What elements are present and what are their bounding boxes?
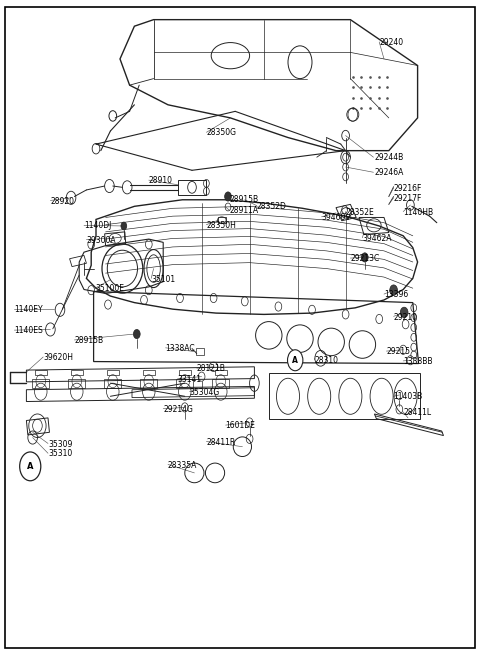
Text: 39620H: 39620H bbox=[43, 353, 73, 362]
Text: 1140EY: 1140EY bbox=[14, 305, 43, 314]
Text: 29217F: 29217F bbox=[394, 194, 422, 203]
Text: 28335A: 28335A bbox=[168, 460, 197, 470]
Text: 29213C: 29213C bbox=[350, 254, 380, 263]
Text: 29215: 29215 bbox=[386, 347, 410, 356]
Text: 29214G: 29214G bbox=[163, 405, 193, 414]
Circle shape bbox=[121, 222, 127, 230]
Text: 29216F: 29216F bbox=[394, 184, 422, 193]
Circle shape bbox=[225, 192, 231, 201]
Text: 11403B: 11403B bbox=[394, 392, 423, 402]
Circle shape bbox=[288, 350, 303, 371]
Circle shape bbox=[400, 307, 408, 318]
Text: 28915B: 28915B bbox=[74, 336, 104, 345]
Text: 28911A: 28911A bbox=[229, 206, 259, 215]
Text: 1601DE: 1601DE bbox=[226, 421, 255, 430]
Text: 29246A: 29246A bbox=[374, 168, 404, 177]
Text: 35304G: 35304G bbox=[190, 388, 220, 397]
Text: 28910: 28910 bbox=[149, 176, 173, 185]
Text: 29240: 29240 bbox=[379, 38, 403, 47]
Text: 28352D: 28352D bbox=[257, 202, 287, 211]
Circle shape bbox=[390, 285, 397, 295]
Circle shape bbox=[133, 329, 140, 339]
Circle shape bbox=[361, 253, 368, 262]
Text: 28350G: 28350G bbox=[206, 128, 236, 137]
Text: 13396: 13396 bbox=[384, 290, 408, 299]
Text: 1140ES: 1140ES bbox=[14, 326, 43, 335]
Text: 29210: 29210 bbox=[394, 312, 418, 322]
Text: 1140DJ: 1140DJ bbox=[84, 221, 111, 231]
Text: 28352E: 28352E bbox=[346, 208, 374, 217]
Text: A: A bbox=[27, 462, 34, 471]
Text: 35101: 35101 bbox=[151, 274, 175, 284]
Text: 1338AC: 1338AC bbox=[166, 344, 195, 353]
Text: 35309: 35309 bbox=[48, 440, 72, 449]
Text: 28411R: 28411R bbox=[206, 438, 236, 447]
Text: 39460V: 39460V bbox=[322, 213, 351, 222]
Text: 29244B: 29244B bbox=[374, 153, 404, 162]
Text: 1338BB: 1338BB bbox=[403, 357, 432, 366]
Circle shape bbox=[20, 452, 41, 481]
Text: 35310: 35310 bbox=[48, 449, 72, 458]
Text: 28121B: 28121B bbox=[197, 364, 226, 373]
Text: 28915B: 28915B bbox=[229, 195, 259, 204]
Text: 28310: 28310 bbox=[314, 356, 338, 365]
Text: 33141: 33141 bbox=[178, 375, 202, 384]
Text: 28350H: 28350H bbox=[206, 221, 236, 230]
Text: 35100E: 35100E bbox=[95, 284, 124, 293]
Text: 28920: 28920 bbox=[50, 196, 74, 206]
Text: 39300A: 39300A bbox=[86, 236, 116, 245]
Text: 1140HB: 1140HB bbox=[403, 208, 433, 217]
Text: A: A bbox=[292, 356, 298, 365]
Text: 28411L: 28411L bbox=[403, 408, 432, 417]
Text: 39462A: 39462A bbox=[362, 234, 392, 243]
